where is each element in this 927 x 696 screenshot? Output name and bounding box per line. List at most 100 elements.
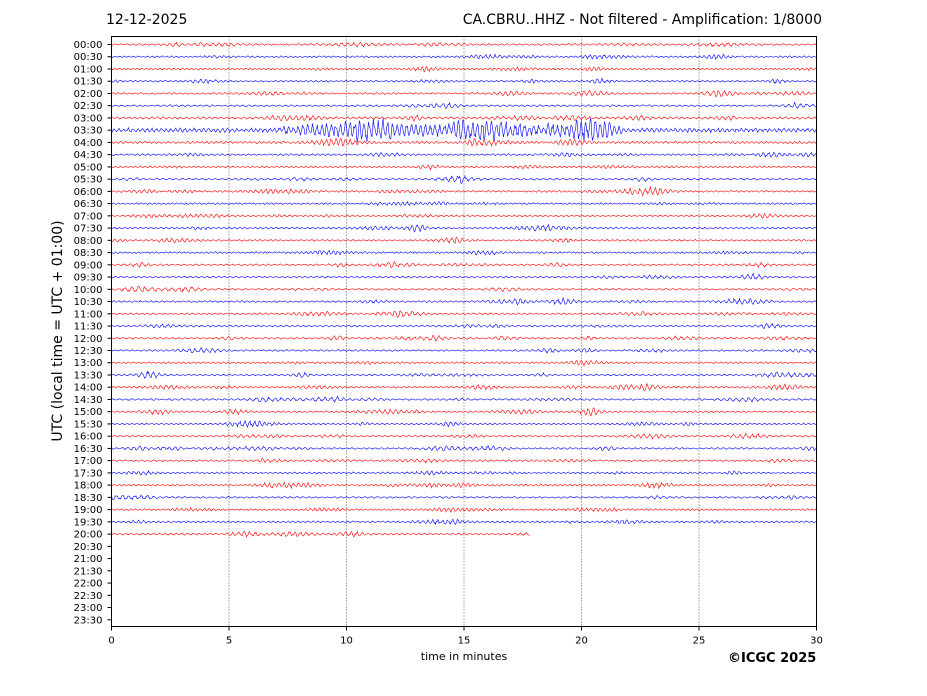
trace-1400 <box>111 382 817 392</box>
x-tick-label: 30 <box>810 636 823 647</box>
trace-0130 <box>111 77 817 85</box>
y-tick-label: 19:00 <box>74 505 103 516</box>
y-tick-label: 12:30 <box>74 346 103 357</box>
trace-1200 <box>111 334 817 342</box>
y-tick-label: 02:30 <box>74 101 103 112</box>
trace-1730 <box>111 470 817 476</box>
trace-0300 <box>111 114 817 122</box>
trace-1830 <box>111 494 817 501</box>
trace-0900 <box>111 261 817 269</box>
grid-lines <box>228 36 700 627</box>
x-tick-label: 10 <box>340 636 353 647</box>
trace-1300 <box>111 359 817 367</box>
x-tick-label: 15 <box>458 636 471 647</box>
y-tick-label: 15:00 <box>74 407 103 418</box>
y-tick-label: 17:30 <box>74 468 103 479</box>
trace-1900 <box>111 506 817 513</box>
y-tick-label: 05:00 <box>74 162 103 173</box>
y-tick-label: 00:00 <box>74 40 103 51</box>
y-tick-label: 01:30 <box>74 77 103 88</box>
trace-0500 <box>111 164 817 171</box>
trace-0030 <box>111 53 817 60</box>
x-tick-label: 0 <box>108 636 114 647</box>
trace-1100 <box>111 310 817 318</box>
y-tick-label: 21:00 <box>74 554 103 565</box>
y-tick-label: 09:30 <box>74 273 103 284</box>
y-tick-label: 18:30 <box>74 493 103 504</box>
trace-0630 <box>111 200 817 207</box>
y-tick-label: 02:00 <box>74 89 103 100</box>
y-tick-label: 21:30 <box>74 566 103 577</box>
chart-title: CA.CBRU..HHZ - Not filtered - Amplificat… <box>462 12 822 28</box>
trace-0730 <box>111 223 817 233</box>
trace-1600 <box>111 432 817 440</box>
trace-1430 <box>111 395 817 403</box>
y-tick-label: 03:30 <box>74 126 103 137</box>
trace-2000 <box>111 530 530 538</box>
trace-1500 <box>111 407 817 417</box>
trace-0200 <box>111 89 817 98</box>
y-tick-label: 03:00 <box>74 113 103 124</box>
y-tick-label: 16:00 <box>74 432 103 443</box>
trace-1630 <box>111 444 817 452</box>
y-tick-label: 13:00 <box>74 358 103 369</box>
trace-0100 <box>111 65 817 73</box>
y-tick-label: 23:00 <box>74 603 103 614</box>
y-tick-label: 07:00 <box>74 211 103 222</box>
trace-0700 <box>111 212 817 219</box>
y-tick-label: 10:30 <box>74 297 103 308</box>
trace-0330 <box>111 118 817 143</box>
y-tick-label: 00:30 <box>74 52 103 63</box>
y-tick-label: 09:00 <box>74 260 103 271</box>
y-tick-label: 11:30 <box>74 322 103 333</box>
trace-1000 <box>111 285 817 293</box>
y-tick-label: 08:30 <box>74 248 103 259</box>
trace-0600 <box>111 185 817 197</box>
x-tick-label: 20 <box>575 636 588 647</box>
x-axis-label: time in minutes <box>420 650 508 663</box>
y-tick-label: 14:00 <box>74 383 103 394</box>
y-tick-label: 10:00 <box>74 285 103 296</box>
chart-date: 12-12-2025 <box>106 12 188 28</box>
trace-1330 <box>111 371 817 379</box>
y-tick-label: 04:30 <box>74 150 103 161</box>
y-tick-label: 19:30 <box>74 517 103 528</box>
x-tick-label: 5 <box>226 636 232 647</box>
y-tick-label: 06:00 <box>74 187 103 198</box>
y-tick-label: 08:00 <box>74 236 103 247</box>
trace-0230 <box>111 101 817 110</box>
trace-0000 <box>111 41 817 48</box>
y-tick-label: 04:00 <box>74 138 103 149</box>
y-tick-label: 18:00 <box>74 481 103 492</box>
y-tick-label: 06:30 <box>74 199 103 210</box>
y-tick-label: 05:30 <box>74 175 103 186</box>
y-tick-label: 22:30 <box>74 591 103 602</box>
trace-1930 <box>111 518 817 526</box>
trace-0530 <box>111 174 817 184</box>
y-tick-label: 07:30 <box>74 224 103 235</box>
trace-1800 <box>111 481 817 490</box>
y-tick-label: 12:00 <box>74 334 103 345</box>
trace-1700 <box>111 457 817 464</box>
trace-0800 <box>111 236 817 245</box>
x-tick-label: 25 <box>693 636 706 647</box>
y-tick-label: 01:00 <box>74 64 103 75</box>
trace-1130 <box>111 322 817 329</box>
y-tick-label: 17:00 <box>74 456 103 467</box>
copyright-notice: ©ICGC 2025 <box>728 651 817 666</box>
x-axis-ticks: 0 5 10 15 20 25 30 <box>108 626 823 647</box>
trace-1530 <box>111 419 817 429</box>
trace-0400 <box>111 137 817 147</box>
trace-0830 <box>111 249 817 256</box>
y-tick-label: 11:00 <box>74 309 103 320</box>
y-tick-label: 13:30 <box>74 370 103 381</box>
y-tick-label: 20:30 <box>74 542 103 553</box>
y-tick-label: 15:30 <box>74 419 103 430</box>
y-tick-label: 20:00 <box>74 530 103 541</box>
y-tick-label: 16:30 <box>74 444 103 455</box>
y-tick-label: 14:30 <box>74 395 103 406</box>
y-tick-label: 22:00 <box>74 579 103 590</box>
trace-1030 <box>111 297 817 306</box>
